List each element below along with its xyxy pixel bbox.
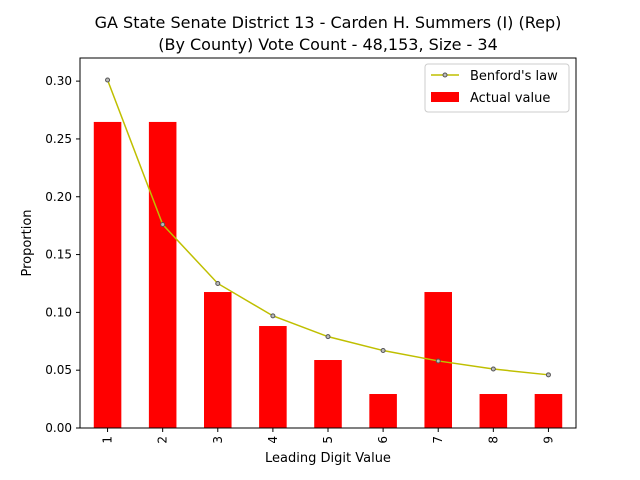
y-tick-label: 0.00 bbox=[45, 421, 72, 435]
chart-title-line1: GA State Senate District 13 - Carden H. … bbox=[95, 13, 562, 32]
y-axis-label: Proportion bbox=[20, 209, 35, 276]
bar-digit-5 bbox=[314, 360, 342, 428]
bar-digit-6 bbox=[369, 394, 397, 428]
y-tick-label: 0.15 bbox=[45, 248, 72, 262]
y-tick-label: 0.05 bbox=[45, 363, 72, 377]
benford-point-2 bbox=[160, 222, 166, 227]
x-tick-label: 1 bbox=[101, 436, 115, 444]
bar-digit-9 bbox=[534, 394, 563, 428]
bar-digit-1 bbox=[93, 121, 122, 429]
benford-point-8 bbox=[490, 366, 496, 372]
legend-line-marker bbox=[442, 72, 448, 78]
y-axis: 0.00 0.05 0.10 0.15 0.20 0.25 0.30 bbox=[45, 74, 80, 435]
x-tick-label: 4 bbox=[266, 436, 280, 444]
x-tick-label: 7 bbox=[431, 436, 445, 444]
x-axis-label: Leading Digit Value bbox=[265, 451, 391, 466]
x-axis: 1 2 3 4 5 6 7 8 9 bbox=[101, 428, 555, 444]
legend-box bbox=[424, 63, 570, 113]
legend-bar-swatch bbox=[431, 92, 459, 102]
y-tick-label: 0.30 bbox=[45, 74, 72, 88]
line-series bbox=[105, 77, 551, 378]
bar-digit-3 bbox=[204, 292, 232, 428]
x-tick-label: 5 bbox=[321, 436, 335, 444]
chart-title-line2: (By County) Vote Count - 48,153, Size - … bbox=[158, 35, 498, 54]
legend-label-actual: Actual value bbox=[470, 91, 550, 106]
x-tick-label: 2 bbox=[156, 436, 170, 444]
x-tick-label: 3 bbox=[211, 436, 225, 444]
benford-point-3 bbox=[215, 280, 221, 286]
x-tick-label: 6 bbox=[376, 436, 390, 444]
benford-point-7 bbox=[435, 358, 441, 364]
x-tick-label: 9 bbox=[541, 436, 555, 444]
bar-digit-4 bbox=[259, 326, 287, 428]
bar-series bbox=[93, 121, 563, 429]
legend: Benford's law Actual value bbox=[424, 63, 570, 113]
y-tick-label: 0.20 bbox=[45, 190, 72, 204]
benford-point-9 bbox=[545, 372, 551, 378]
benford-point-6 bbox=[380, 348, 386, 354]
bar-digit-8 bbox=[479, 394, 508, 428]
benford-point-4 bbox=[270, 313, 276, 319]
y-tick-label: 0.25 bbox=[45, 132, 72, 146]
benford-point-5 bbox=[325, 334, 331, 340]
benford-point-1 bbox=[105, 77, 111, 83]
y-tick-label: 0.10 bbox=[45, 305, 72, 319]
x-tick-label: 8 bbox=[486, 436, 500, 444]
legend-label-benford: Benford's law bbox=[470, 69, 558, 84]
bar-digit-2 bbox=[148, 121, 177, 429]
